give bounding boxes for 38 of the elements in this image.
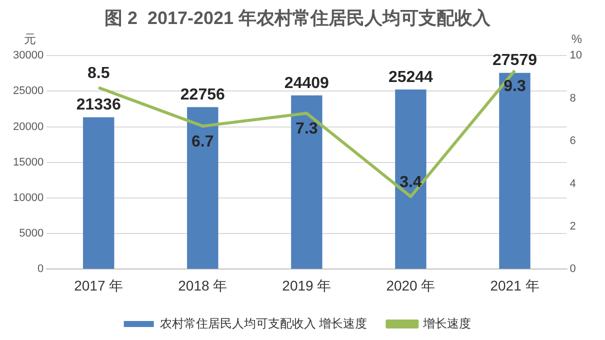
legend-label: 农村常住居民人均可支配收入 增长速度	[160, 316, 368, 330]
x-tick-label: 2017 年	[74, 277, 124, 294]
data-label: 9.3	[504, 78, 526, 95]
y2-tick-label: 4	[570, 178, 576, 190]
bar	[83, 117, 114, 269]
y-tick-label: 0	[37, 263, 44, 276]
y-tick-label: 15000	[12, 156, 44, 168]
data-label: 22756	[180, 86, 225, 104]
y-axis-title: 元	[24, 32, 36, 46]
data-label: 24409	[284, 74, 330, 92]
data-label: 25244	[388, 68, 434, 86]
legend-label: 增长速度	[422, 316, 472, 330]
data-label: 7.3	[296, 120, 318, 138]
data-label: 27579	[492, 52, 538, 70]
x-tick-label: 2019 年	[282, 277, 332, 294]
y2-axis-title: %	[571, 32, 582, 46]
bar	[187, 107, 218, 269]
y2-tick-label: 6	[570, 135, 576, 148]
y2-tick-label: 8	[570, 92, 576, 104]
data-label: 6.7	[192, 133, 214, 150]
x-tick-label: 2020 年	[386, 277, 436, 294]
y2-tick-label: 2	[570, 220, 576, 233]
bar	[499, 72, 530, 269]
y-tick-label: 10000	[12, 192, 44, 204]
y-tick-label: 25000	[12, 85, 44, 98]
y2-tick-label: 10	[570, 50, 582, 62]
data-label: 8.5	[87, 65, 110, 82]
data-label: 3.4	[400, 174, 422, 191]
bar	[291, 95, 322, 269]
chart-title: 图 2 2017-2021 年农村常住居民人均可支配收入	[104, 8, 492, 28]
y2-tick-label: 0	[570, 263, 576, 276]
y-tick-label: 30000	[12, 50, 44, 62]
y-tick-label: 20000	[12, 120, 44, 133]
y-tick-label: 5000	[19, 228, 44, 240]
bar	[395, 89, 426, 269]
data-label: 21336	[76, 96, 121, 114]
x-tick-label: 2021 年	[490, 277, 540, 294]
x-tick-label: 2018 年	[178, 277, 228, 294]
